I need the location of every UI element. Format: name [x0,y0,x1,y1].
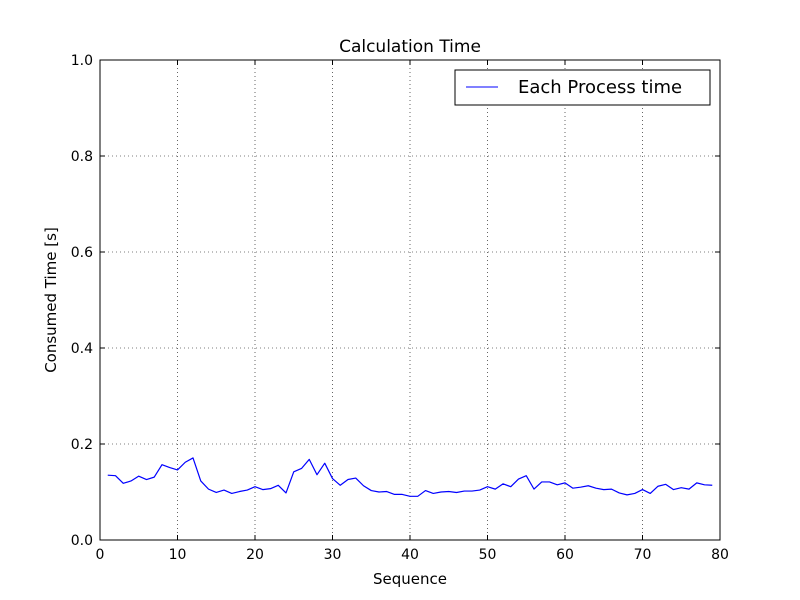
chart-title: Calculation Time [339,37,481,57]
x-tick-label: 40 [401,547,419,563]
y-tick-label: 0.4 [71,341,93,357]
y-tick-label: 1.0 [71,53,93,69]
y-axis-label: Consumed Time [s] [42,227,60,373]
x-tick-label: 20 [246,547,264,563]
x-tick-label: 70 [634,547,652,563]
series-line-0 [107,457,713,497]
x-tick-label: 0 [96,547,105,563]
x-tick-label: 50 [479,547,497,563]
y-tick-label: 0.8 [71,149,93,165]
y-tick-label: 0.2 [71,437,93,453]
x-tick-label: 10 [169,547,187,563]
series-layer [107,457,713,497]
x-tick-label: 30 [324,547,342,563]
axis-ticks: 0 10 20 30 40 50 60 70 80 0.0 0.2 0.4 0.6 0.8 1.0 [71,53,729,563]
legend: Each Process time [454,69,711,106]
grid-lines [100,60,720,540]
x-tick-label: 60 [556,547,574,563]
y-tick-label: 0.6 [71,245,93,261]
x-axis-label: Sequence [373,570,447,588]
legend-label: Each Process time [518,77,682,98]
x-tick-label: 80 [711,547,729,563]
y-tick-label: 0.0 [71,533,93,549]
